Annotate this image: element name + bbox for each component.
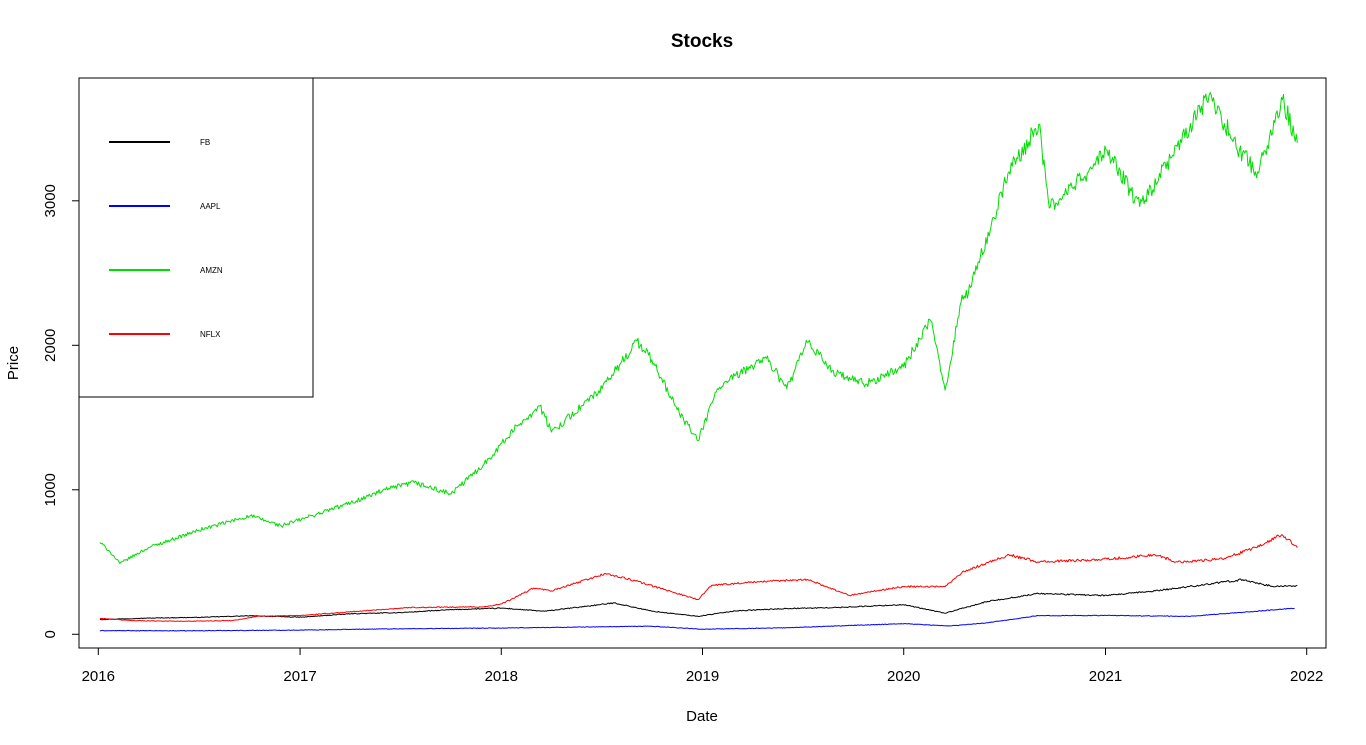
y-tick-label: 0 <box>42 630 59 638</box>
x-tick-label: 2021 <box>1089 668 1122 685</box>
legend-label-fb: FB <box>200 138 210 147</box>
y-tick-label: 1000 <box>42 473 59 506</box>
x-tick-label: 2019 <box>686 668 719 685</box>
y-tick-label: 2000 <box>42 329 59 362</box>
x-axis-label: Date <box>686 708 718 725</box>
y-axis-label: Price <box>5 346 22 380</box>
y-axis: 0 1000 2000 3000 <box>42 184 79 638</box>
legend-box <box>79 78 313 397</box>
legend-label-amzn: AMZN <box>200 266 223 275</box>
x-tick-label: 2018 <box>485 668 518 685</box>
legend-label-nflx: NFLX <box>200 330 221 339</box>
series-line-aapl <box>100 608 1295 631</box>
series-line-nflx <box>100 535 1297 622</box>
legend-label-aapl: AAPL <box>200 202 221 211</box>
chart-title: Stocks <box>671 31 733 52</box>
x-tick-label: 2017 <box>283 668 316 685</box>
legend: FB AAPL AMZN NFLX <box>79 78 313 397</box>
x-axis: 2016 2017 2018 2019 2020 2021 2022 <box>82 648 1324 685</box>
y-tick-label: 3000 <box>42 184 59 217</box>
x-tick-label: 2020 <box>887 668 920 685</box>
x-tick-label: 2022 <box>1290 668 1323 685</box>
x-tick-label: 2016 <box>82 668 115 685</box>
